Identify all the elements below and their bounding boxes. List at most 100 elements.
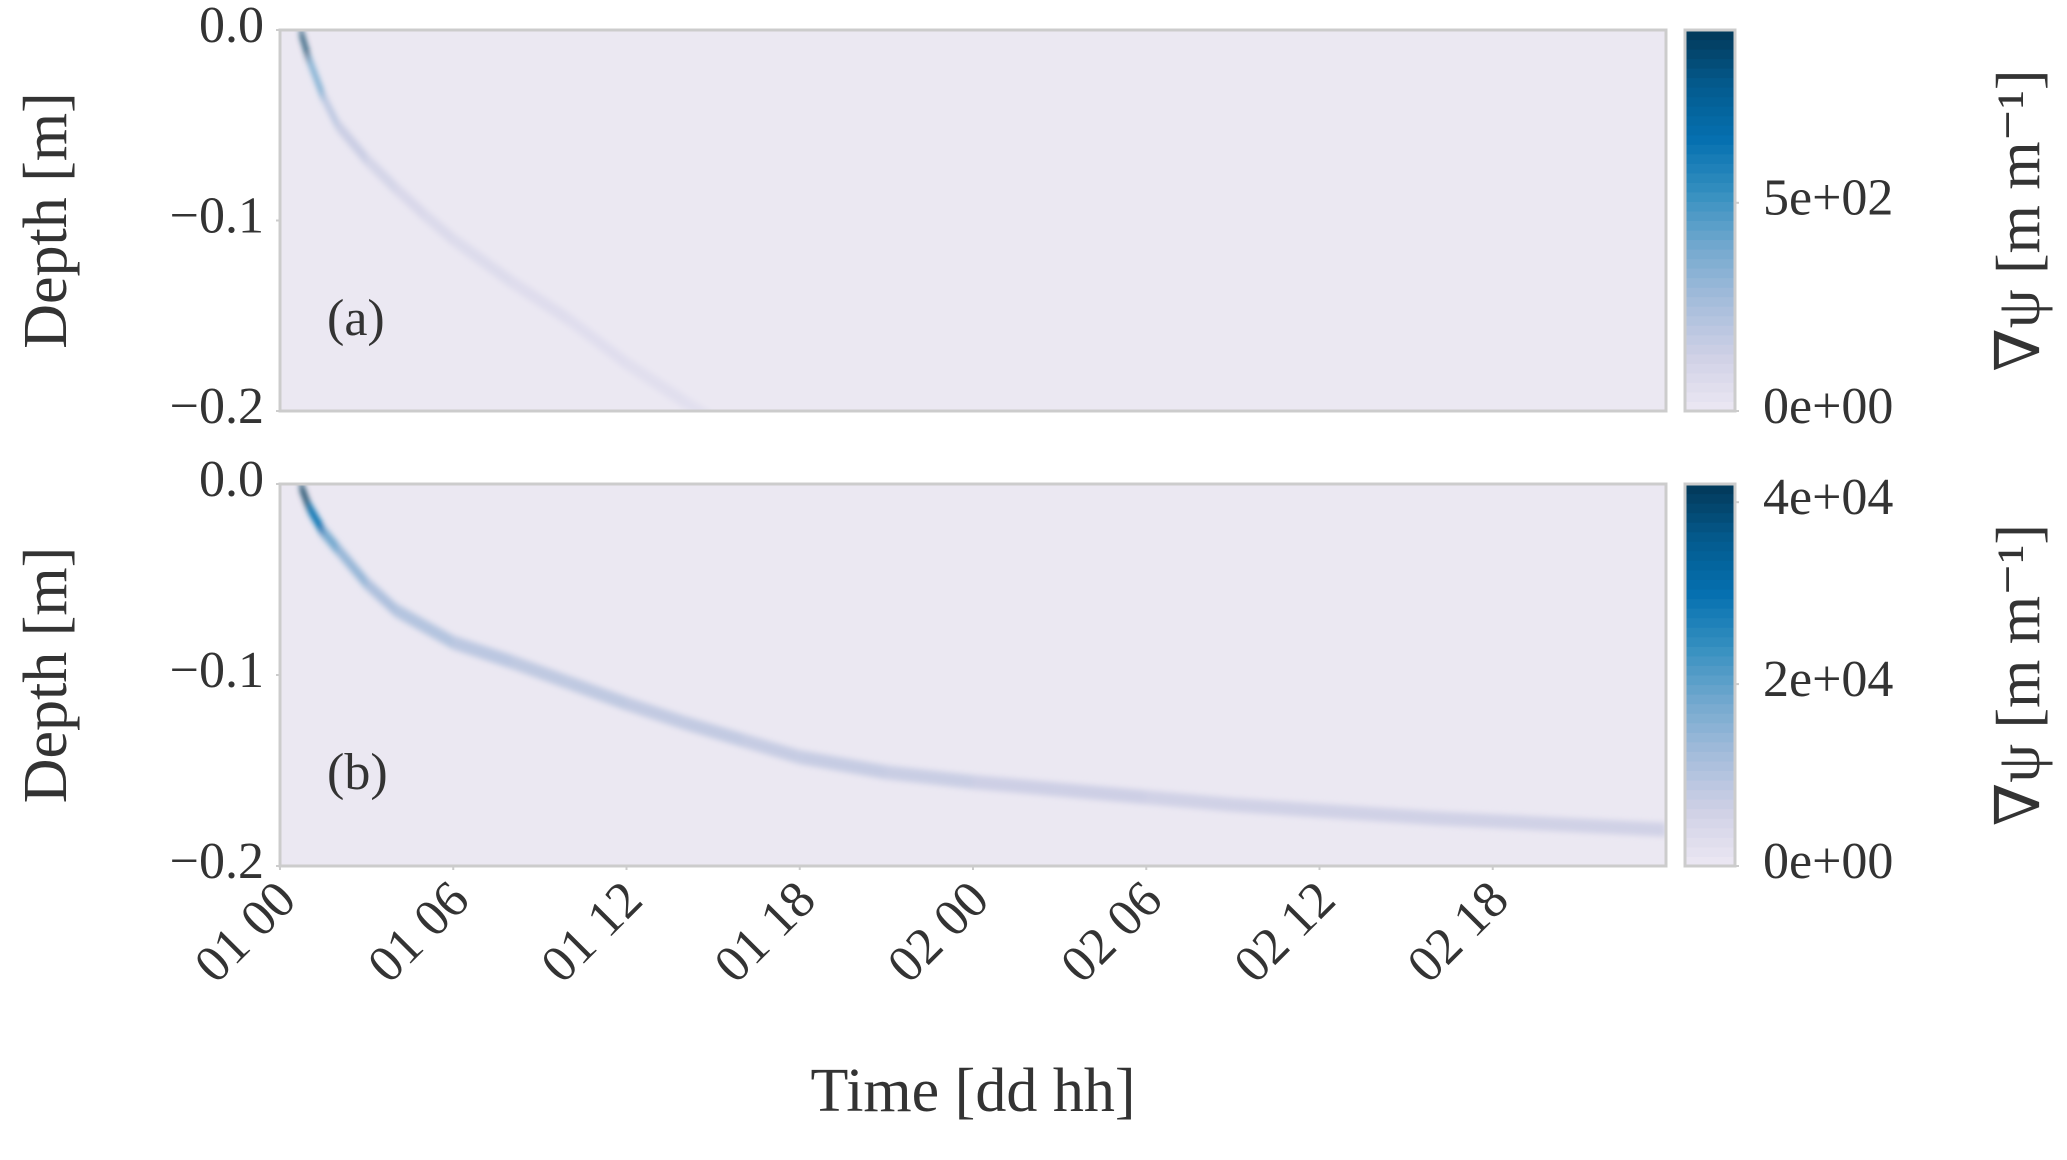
colorbar-step xyxy=(1685,334,1735,345)
heatmap-cell xyxy=(1232,797,1320,818)
heatmap-cell xyxy=(1550,816,1666,837)
panel-label: (b) xyxy=(327,744,388,801)
heatmap-cell xyxy=(1059,782,1147,805)
heatmap-front-inner xyxy=(300,484,1666,837)
colorbar-label: ∇ψ [m m⁻¹] xyxy=(1985,69,2053,371)
colorbar-step xyxy=(1685,87,1735,98)
heatmap-cell xyxy=(337,541,367,591)
y-tick-label: 0.0 xyxy=(199,0,264,54)
colorbar-step xyxy=(1685,68,1735,79)
colorbar-step xyxy=(1685,96,1735,107)
heatmap-cell xyxy=(568,312,627,371)
colorbar-step xyxy=(1685,541,1735,552)
heatmap-cell xyxy=(366,576,396,618)
heatmap-cell xyxy=(323,89,338,133)
colorbar-step xyxy=(1685,636,1735,647)
colorbar-step xyxy=(1685,230,1735,241)
heatmap-cell xyxy=(453,635,511,669)
panel-label: (a) xyxy=(327,290,385,347)
colorbar-step xyxy=(1685,77,1735,88)
colorbar-step xyxy=(1685,665,1735,676)
colorbar-step xyxy=(1685,353,1735,364)
colorbar-step xyxy=(1685,732,1735,743)
heatmap-front xyxy=(300,484,1666,837)
x-tick-label: 02 06 xyxy=(1050,871,1173,994)
colorbar-step xyxy=(1685,789,1735,800)
colorbar-step xyxy=(1685,579,1735,590)
colorbar-step xyxy=(1685,646,1735,657)
colorbar-step xyxy=(1685,153,1735,164)
heatmap-cell xyxy=(886,765,973,789)
y-tick-label: −0.1 xyxy=(170,642,264,699)
colorbar-step xyxy=(1685,363,1735,374)
colorbar-step xyxy=(1685,163,1735,174)
colorbar-step xyxy=(1685,125,1735,136)
heatmap-cell xyxy=(1146,790,1233,812)
colorbar-step xyxy=(1685,30,1735,41)
y-axis-label: Depth [m] xyxy=(12,92,80,349)
y-tick-label: −0.2 xyxy=(170,833,264,890)
heatmap-cell xyxy=(395,603,454,650)
colorbar-step xyxy=(1685,522,1735,533)
heatmap-cell xyxy=(323,524,338,556)
colorbar-step xyxy=(1685,741,1735,752)
y-tick-label: −0.1 xyxy=(170,187,264,244)
x-tick-label: 01 06 xyxy=(357,871,480,994)
colorbar-step xyxy=(1685,210,1735,221)
heatmap-cell xyxy=(684,394,710,411)
heatmap-cell xyxy=(511,274,569,327)
colorbar-step xyxy=(1685,675,1735,686)
y-axis-label: Depth [m] xyxy=(12,547,80,804)
colorbar-step xyxy=(1685,608,1735,619)
colorbar-step xyxy=(1685,344,1735,355)
colorbar-step xyxy=(1685,837,1735,848)
colorbar-step xyxy=(1685,598,1735,609)
heatmap-cell xyxy=(300,484,309,514)
heatmap-cell xyxy=(300,30,309,66)
colorbar-step xyxy=(1685,268,1735,279)
heatmap-cell xyxy=(308,499,324,539)
colorbar-step xyxy=(1685,512,1735,523)
colorbar-step xyxy=(1685,277,1735,288)
heatmap-background xyxy=(280,30,1666,411)
heatmap-cell xyxy=(308,51,324,104)
heatmap-cell xyxy=(1319,803,1435,826)
colorbar-step xyxy=(1685,287,1735,298)
colorbar-step xyxy=(1685,655,1735,666)
colorbar-step xyxy=(1685,722,1735,733)
colorbar-step xyxy=(1685,172,1735,183)
colorbar-tick-label: 0e+00 xyxy=(1763,378,1893,435)
heatmap-cell xyxy=(742,433,1666,447)
heatmap-cell xyxy=(568,675,627,711)
colorbar-step xyxy=(1685,220,1735,231)
colorbar-step xyxy=(1685,799,1735,810)
colorbar-step xyxy=(1685,694,1735,705)
colorbar-step xyxy=(1685,856,1735,867)
colorbar-step xyxy=(1685,760,1735,771)
colorbar-step xyxy=(1685,550,1735,561)
colorbar-step xyxy=(1685,589,1735,600)
heatmap-cell xyxy=(684,715,742,747)
heatmap-cell xyxy=(1435,811,1551,831)
heatmap-background xyxy=(280,484,1666,866)
colorbar-tick-label: 2e+04 xyxy=(1763,651,1893,708)
x-tick-label: 02 18 xyxy=(1397,871,1520,994)
colorbar-step xyxy=(1685,315,1735,326)
heatmap-front-inner xyxy=(300,30,1666,447)
y-tick-label: −0.2 xyxy=(170,378,264,435)
heatmap-cell xyxy=(626,356,685,409)
heatmap-cell xyxy=(337,118,367,167)
x-tick-label: 01 12 xyxy=(530,871,653,994)
colorbar-step xyxy=(1685,531,1735,542)
colorbar-step xyxy=(1685,560,1735,571)
colorbar-step xyxy=(1685,627,1735,638)
heatmap-cell xyxy=(424,207,454,247)
colorbar-step xyxy=(1685,372,1735,383)
colorbar-step xyxy=(1685,569,1735,580)
colorbar-step xyxy=(1685,191,1735,202)
colorbar-step xyxy=(1685,306,1735,317)
colorbar-step xyxy=(1685,751,1735,762)
colorbar-step xyxy=(1685,846,1735,857)
colorbar-step xyxy=(1685,617,1735,628)
